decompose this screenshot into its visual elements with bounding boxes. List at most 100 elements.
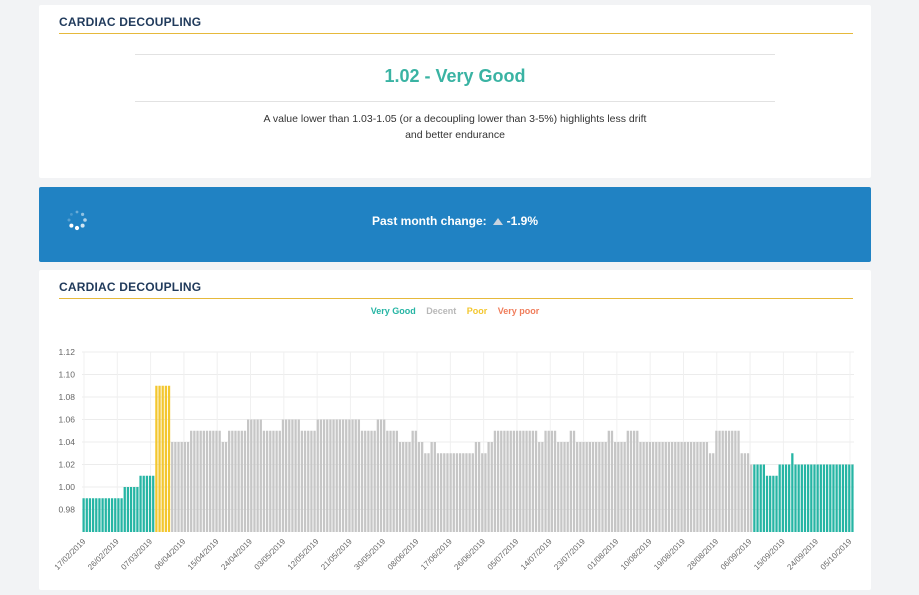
- legend-very-good[interactable]: Very Good: [370, 306, 416, 316]
- bar: [784, 464, 788, 532]
- bar: [335, 419, 338, 532]
- bar: [395, 430, 398, 532]
- bar: [724, 430, 728, 532]
- bar: [452, 453, 455, 532]
- change-value: -1.9%: [506, 214, 539, 228]
- bar: [455, 453, 459, 532]
- bar: [468, 453, 471, 532]
- bar: [512, 430, 516, 532]
- bar: [383, 419, 386, 532]
- bar: [620, 442, 623, 532]
- legend-poor[interactable]: Poor: [466, 306, 488, 316]
- bar: [322, 419, 326, 532]
- bar: [610, 430, 614, 532]
- bar: [705, 442, 709, 532]
- legend-decent[interactable]: Decent: [426, 306, 457, 316]
- bar: [775, 475, 778, 532]
- bar: [595, 442, 598, 532]
- bar: [139, 475, 142, 532]
- bar: [215, 430, 218, 532]
- bar: [386, 430, 389, 532]
- bar: [661, 442, 664, 532]
- y-tick-label: 1.00: [58, 482, 75, 492]
- bar: [265, 430, 269, 532]
- bar: [822, 464, 826, 532]
- bar: [677, 442, 680, 532]
- bar: [487, 442, 490, 532]
- bar: [430, 442, 433, 532]
- bar: [851, 464, 854, 532]
- description-line-2: and better endurance: [405, 129, 505, 141]
- bar: [503, 430, 506, 532]
- bar: [651, 442, 655, 532]
- bar: [550, 430, 554, 532]
- bar: [329, 419, 332, 532]
- bar: [110, 498, 114, 532]
- bar: [680, 442, 683, 532]
- bar: [481, 453, 484, 532]
- bar: [664, 442, 667, 532]
- bar: [294, 419, 297, 532]
- x-tick-label: 06/04/2019: [153, 537, 188, 572]
- bar: [585, 442, 588, 532]
- legend-very-poor[interactable]: Very poor: [497, 306, 540, 316]
- x-tick-label: 07/03/2019: [119, 537, 154, 572]
- bar: [114, 498, 117, 532]
- bar: [794, 464, 797, 532]
- bar: [531, 430, 535, 532]
- bar: [506, 430, 509, 532]
- bar: [699, 442, 702, 532]
- bar: [104, 498, 107, 532]
- y-tick-label: 0.98: [58, 505, 75, 515]
- bar: [544, 430, 547, 532]
- bar: [670, 442, 674, 532]
- bar: [458, 453, 462, 532]
- bar: [825, 464, 829, 532]
- description-line-1: A value lower than 1.03-1.05 (or a decou…: [263, 113, 647, 125]
- bar: [557, 442, 560, 532]
- bar: [164, 385, 168, 532]
- bar: [496, 430, 500, 532]
- loading-spinner-icon: [67, 210, 87, 231]
- bar-chart: 0.98 1.00 1.02 1.04 1.06 1.08 1.10 1.12 17/02/20…: [53, 347, 854, 572]
- bar: [547, 430, 550, 532]
- bar: [101, 498, 104, 532]
- bar: [525, 430, 528, 532]
- bar: [167, 385, 171, 532]
- bar: [727, 430, 731, 532]
- bar: [667, 442, 671, 532]
- bar: [136, 487, 139, 532]
- bar: [449, 453, 452, 532]
- change-card: Past month change: -1.9%: [39, 187, 871, 262]
- bar: [522, 430, 525, 532]
- bar: [566, 442, 569, 532]
- bar: [190, 430, 193, 532]
- bar: [379, 419, 383, 532]
- bar: [307, 430, 310, 532]
- bar: [231, 430, 234, 532]
- bar: [708, 453, 712, 532]
- bar: [408, 442, 411, 532]
- chart-card: CARDIAC DECOUPLING Very Good Decent Poor…: [39, 270, 871, 590]
- bar: [326, 419, 329, 532]
- bar: [300, 430, 304, 532]
- bar: [439, 453, 443, 532]
- bar: [243, 430, 247, 532]
- bar: [477, 442, 481, 532]
- bar: [560, 442, 563, 532]
- bar: [446, 453, 449, 532]
- bar: [272, 430, 275, 532]
- bar: [509, 430, 512, 532]
- y-tick-label: 1.02: [58, 460, 75, 470]
- bar: [639, 442, 642, 532]
- bar: [686, 442, 690, 532]
- bar: [281, 419, 285, 532]
- bar: [392, 430, 395, 532]
- bar: [553, 430, 557, 532]
- bar: [389, 430, 392, 532]
- bar: [572, 430, 576, 532]
- bar: [832, 464, 835, 532]
- bar: [171, 442, 174, 532]
- bar: [598, 442, 601, 532]
- bar: [354, 419, 357, 532]
